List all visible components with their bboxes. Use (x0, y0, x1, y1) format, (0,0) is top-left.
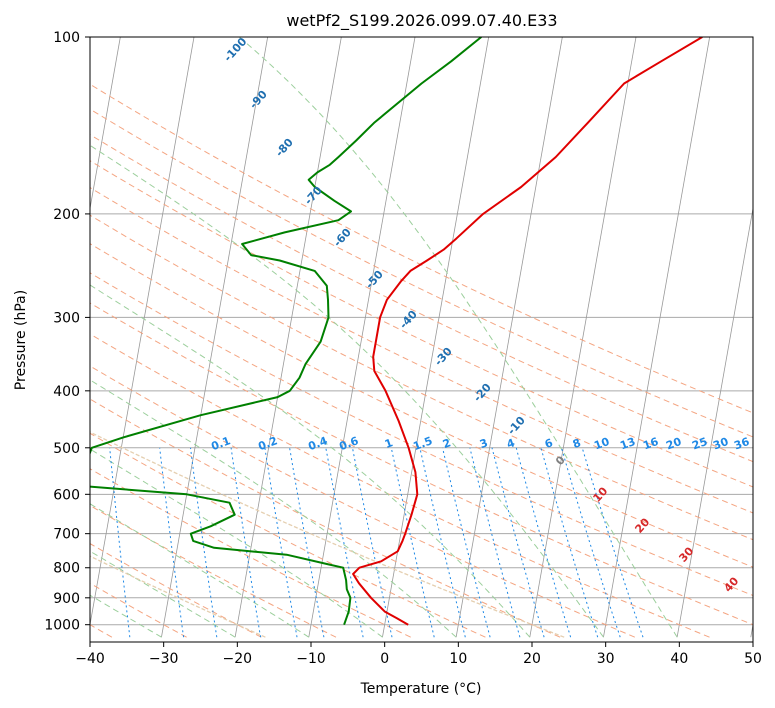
mixing-ratio-label: 0.4 (306, 434, 329, 453)
mixing-ratio-label: 36 (732, 435, 751, 453)
isotherm-line (90, 37, 121, 211)
mixing-ratio-label: 13 (618, 435, 637, 452)
reference-curve (90, 431, 565, 638)
y-tick-label: 700 (53, 527, 80, 543)
mixing-ratio-label: 3 (478, 436, 490, 451)
isotherm-line (90, 37, 195, 627)
mixing-ratio-label: 4 (505, 436, 517, 451)
mixing-ratio-line (159, 447, 185, 638)
mixing-ratio-label: 8 (571, 436, 583, 451)
dry-adiabat-line (90, 134, 753, 463)
y-tick-label: 500 (53, 441, 80, 457)
x-tick-label: −30 (149, 651, 179, 667)
y-tick-label: 400 (53, 384, 80, 400)
moist-adiabat-line (90, 144, 604, 638)
x-axis-label: Temperature (°C) (360, 681, 482, 697)
mixing-ratio-label: 30 (711, 435, 730, 453)
mixing-ratio-line (190, 447, 218, 638)
y-tick-label: 900 (53, 591, 80, 607)
dry-adiabat-line (90, 468, 411, 638)
mixing-ratio-line (560, 447, 621, 638)
mixing-ratio-line (581, 447, 644, 638)
x-tick-label: 50 (744, 651, 762, 667)
mixing-ratio-line (109, 447, 131, 638)
dry-adiabat-line (90, 214, 753, 541)
isotherm-line (455, 37, 563, 638)
x-tick-label: −40 (75, 651, 105, 667)
mixing-ratio-label: 0.6 (337, 434, 360, 453)
mixing-ratio-label: 0.2 (256, 434, 279, 453)
isotherm-line (529, 37, 637, 638)
reference-curves (90, 431, 565, 638)
y-axis-label: Pressure (hPa) (13, 290, 29, 390)
mixing-ratio-label: 25 (690, 435, 709, 452)
dry-adiabat-line (90, 333, 710, 638)
y-axis-ticks: 100 200 300 400 500 600 700 800 900 1000 (44, 30, 90, 634)
dry-adiabat-line (90, 365, 635, 638)
moist-adiabat-line (90, 448, 383, 638)
dry-adiabat-line (90, 272, 753, 597)
dry-adiabat-line (90, 243, 753, 568)
mixing-ratio-line (540, 447, 599, 638)
x-tick-label: 20 (523, 651, 541, 667)
x-tick-label: 30 (597, 651, 615, 667)
mixing-ratio-label: 16 (641, 435, 660, 453)
moist-adiabat-line (90, 379, 457, 638)
mixing-ratio-label: 6 (543, 436, 555, 451)
y-tick-label: 1000 (44, 618, 80, 634)
isotherm-line (382, 37, 490, 638)
x-axis-ticks: −40 −30 −20 −10 0 10 20 30 40 50 (75, 642, 762, 667)
mixing-ratio-label: 0.1 (209, 434, 232, 453)
dewpoint-profile-line (90, 37, 482, 626)
temperature-profile-line (352, 37, 703, 626)
mixing-ratio-line (352, 447, 393, 638)
plot-frame (89, 36, 754, 643)
mixing-ratio-label: 10 (592, 435, 611, 453)
dry-adiabat-line (90, 302, 753, 626)
y-tick-label: 800 (53, 561, 80, 577)
isotherm-line (161, 37, 269, 638)
moist-adiabat-line (239, 37, 678, 638)
x-tick-label: 0 (380, 651, 389, 667)
mixing-ratio-lines (109, 447, 644, 638)
x-tick-label: −10 (296, 651, 326, 667)
moist-adiabat-line (90, 550, 236, 638)
chart-title: wetPf2_S199.2026.099.07.40.E33 (286, 11, 557, 31)
mixing-ratio-label: 20 (664, 435, 683, 453)
mixing-ratio-line (325, 447, 364, 638)
mixing-ratio-label: 2 (441, 436, 453, 451)
y-tick-label: 100 (53, 30, 80, 46)
dry-adiabat-line (90, 187, 753, 514)
mixing-ratio-label: 1.5 (411, 434, 434, 453)
dry-adiabat-line (90, 83, 753, 414)
x-tick-label: 40 (670, 651, 688, 667)
mixing-ratio-line (264, 447, 298, 638)
x-tick-label: −20 (223, 651, 253, 667)
y-tick-label: 600 (53, 487, 80, 503)
isotherm-line (676, 206, 753, 638)
x-tick-label: 10 (449, 651, 467, 667)
sounding-series (90, 37, 703, 626)
mixing-ratio-line (289, 447, 325, 638)
isotherm-line (234, 37, 342, 638)
y-tick-label: 200 (53, 207, 80, 223)
dry-adiabat-line (90, 160, 753, 488)
isotherm-line (603, 37, 711, 638)
dry-adiabat-line (90, 108, 753, 438)
y-tick-label: 300 (53, 310, 80, 326)
mixing-ratio-line (230, 447, 262, 638)
mixing-ratio-label: 1 (383, 436, 395, 451)
